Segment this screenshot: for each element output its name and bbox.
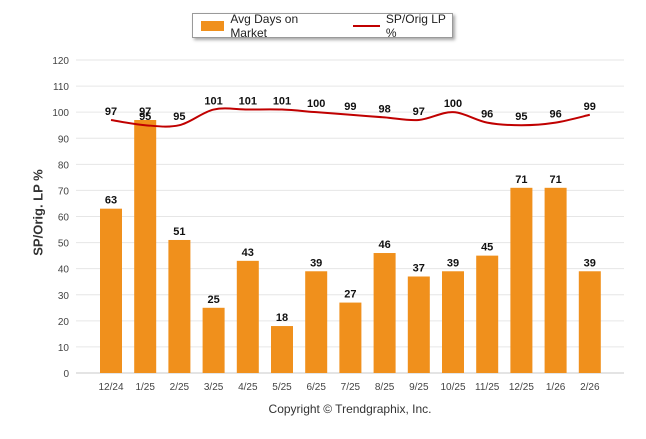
bar-data-label-6: 39 bbox=[310, 257, 322, 269]
x-tick-label-9: 9/25 bbox=[409, 382, 429, 393]
line-layer bbox=[110, 107, 591, 128]
bar-data-label-8: 46 bbox=[378, 239, 390, 251]
bar-data-label-13: 71 bbox=[549, 174, 561, 186]
x-tick-label-12: 12/25 bbox=[509, 382, 534, 393]
bar-data-label-3: 25 bbox=[207, 294, 219, 306]
bar-3 bbox=[202, 307, 225, 373]
bar-0 bbox=[100, 208, 122, 373]
bar-1 bbox=[134, 119, 157, 373]
bar-9 bbox=[407, 276, 430, 373]
bar-5 bbox=[271, 326, 293, 373]
bar-10 bbox=[442, 271, 464, 373]
x-tick-label-5: 5/25 bbox=[272, 382, 292, 393]
y-tick-label-20: 20 bbox=[58, 317, 70, 328]
y-tick-label-110: 110 bbox=[53, 82, 69, 93]
y-tick-label-30: 30 bbox=[58, 291, 70, 302]
line-data-label-10: 100 bbox=[444, 98, 462, 110]
bar-data-label-1: 97 bbox=[139, 106, 151, 118]
x-tick-label-14: 2/26 bbox=[580, 382, 600, 393]
bar-data-label-10: 39 bbox=[447, 257, 459, 269]
bar-14 bbox=[578, 271, 601, 373]
series-line-sp-orig-lp bbox=[110, 107, 591, 128]
bar-2 bbox=[168, 239, 191, 373]
legend-swatch-bar bbox=[201, 20, 225, 31]
bar-12 bbox=[510, 187, 533, 373]
bar-8 bbox=[373, 253, 396, 373]
line-data-label-14: 99 bbox=[584, 101, 596, 113]
x-tick-label-10: 10/25 bbox=[440, 382, 465, 393]
line-data-label-2: 95 bbox=[173, 111, 185, 123]
bar-data-label-5: 18 bbox=[276, 312, 288, 324]
line-data-label-4: 101 bbox=[239, 96, 257, 108]
legend-item-bar[interactable]: Avg Days on Market bbox=[201, 12, 327, 40]
bar-data-label-7: 27 bbox=[344, 289, 356, 301]
y-tick-label-10: 10 bbox=[58, 343, 70, 354]
y-tick-label-90: 90 bbox=[58, 134, 70, 145]
x-tick-label-8: 8/25 bbox=[375, 382, 395, 393]
x-tick-label-4: 4/25 bbox=[238, 382, 258, 393]
bar-11 bbox=[476, 255, 499, 373]
legend-label-bar: Avg Days on Market bbox=[230, 11, 299, 40]
y-tick-label-80: 80 bbox=[58, 160, 70, 171]
y-tick-label-120: 120 bbox=[52, 56, 69, 67]
legend-item-line[interactable]: SP/Orig LP % bbox=[353, 12, 452, 40]
x-tick-label-3: 3/25 bbox=[204, 382, 224, 393]
x-tick-label-2: 2/25 bbox=[170, 382, 190, 393]
bar-data-label-9: 37 bbox=[413, 262, 425, 274]
bar-7 bbox=[339, 302, 362, 373]
line-data-label-8: 98 bbox=[378, 103, 390, 115]
line-data-label-3: 101 bbox=[204, 96, 222, 108]
line-data-label-13: 96 bbox=[549, 109, 561, 121]
legend: Avg Days on Market SP/Orig LP % bbox=[192, 12, 453, 40]
copyright-footer: Copyright © Trendgraphix, Inc. bbox=[268, 402, 432, 416]
line-data-label-1: 95 bbox=[139, 111, 151, 123]
x-tick-label-13: 1/26 bbox=[546, 382, 566, 393]
y-tick-label-40: 40 bbox=[58, 265, 70, 276]
x-tick-label-0: 12/24 bbox=[98, 382, 123, 393]
y-tick-label-100: 100 bbox=[52, 108, 69, 119]
line-data-label-0: 97 bbox=[105, 106, 117, 118]
bar-layer bbox=[100, 119, 601, 373]
bar-data-label-12: 71 bbox=[515, 174, 527, 186]
bar-data-label-14: 39 bbox=[584, 257, 596, 269]
bar-data-label-11: 45 bbox=[481, 242, 493, 254]
bar-13 bbox=[544, 187, 567, 373]
y-tick-label-0: 0 bbox=[63, 369, 69, 380]
line-data-label-9: 97 bbox=[413, 106, 425, 118]
legend-swatch-line bbox=[353, 24, 380, 27]
bar-data-label-2: 51 bbox=[173, 226, 185, 238]
line-data-label-12: 95 bbox=[515, 111, 527, 123]
line-data-label-7: 99 bbox=[344, 101, 356, 113]
bar-data-label-0: 63 bbox=[105, 195, 117, 207]
bar-data-label-4: 43 bbox=[242, 247, 254, 259]
bar-4 bbox=[236, 260, 259, 373]
y-tick-label-60: 60 bbox=[58, 213, 70, 224]
line-data-label-5: 101 bbox=[273, 96, 291, 108]
y-tick-label-50: 50 bbox=[58, 239, 70, 250]
y-axis-label: SP/Orig. LP % bbox=[30, 169, 46, 256]
x-tick-label-11: 11/25 bbox=[475, 382, 500, 393]
line-data-label-6: 100 bbox=[307, 98, 325, 110]
x-tick-label-7: 7/25 bbox=[341, 382, 361, 393]
legend-label-line: SP/Orig LP % bbox=[385, 11, 446, 40]
x-tick-label-1: 1/25 bbox=[135, 382, 155, 393]
grid-layer: 0 10 20 30 40 50 60 70 80 90 100 110 120 12/24 1/25 2/2… bbox=[52, 56, 624, 393]
bar-6 bbox=[305, 271, 328, 373]
y-tick-label-70: 70 bbox=[58, 186, 70, 197]
x-tick-label-6: 6/25 bbox=[306, 382, 326, 393]
line-data-label-11: 96 bbox=[481, 109, 493, 121]
